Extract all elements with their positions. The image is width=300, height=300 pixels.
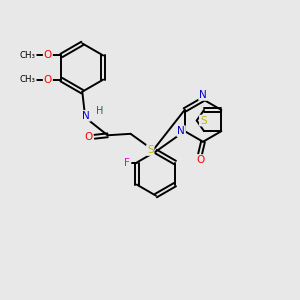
Text: CH₃: CH₃ [20,75,36,84]
Text: H: H [96,106,103,116]
Text: N: N [177,126,185,136]
Text: O: O [84,132,92,142]
Text: S: S [200,116,206,126]
Text: CH₃: CH₃ [20,51,36,60]
Text: O: O [196,155,204,165]
Text: N: N [82,111,90,121]
Text: O: O [44,75,52,85]
Text: S: S [147,145,154,155]
Text: N: N [199,90,207,100]
Text: F: F [124,158,130,167]
Text: O: O [44,50,52,61]
